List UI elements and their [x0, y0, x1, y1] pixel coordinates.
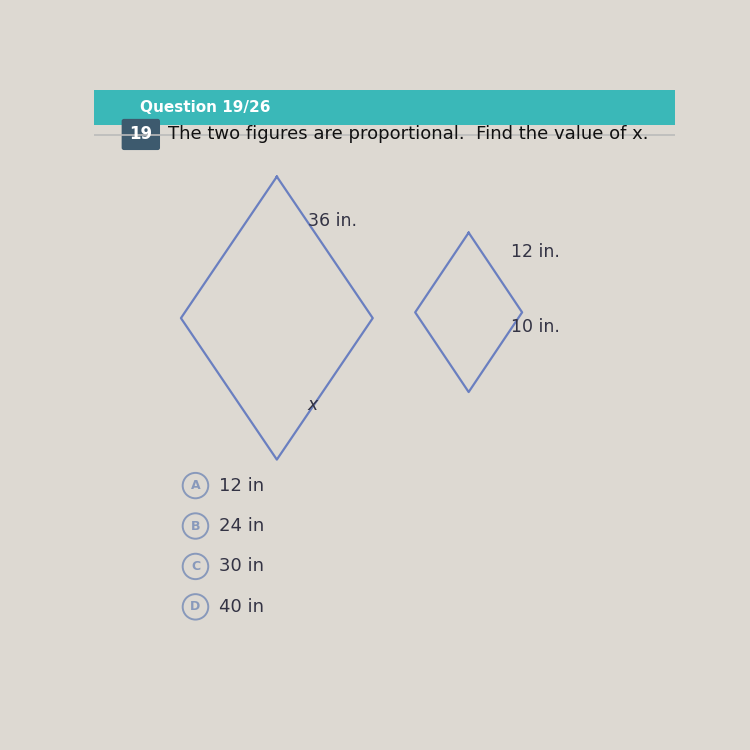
- Text: 12 in.: 12 in.: [511, 243, 560, 261]
- Text: The two figures are proportional.  Find the value of x.: The two figures are proportional. Find t…: [168, 125, 649, 143]
- Text: 10 in.: 10 in.: [511, 318, 560, 336]
- Text: 24 in: 24 in: [219, 517, 264, 535]
- Text: B: B: [190, 520, 200, 532]
- Text: Question 19/26: Question 19/26: [140, 100, 271, 115]
- Text: D: D: [190, 600, 200, 613]
- FancyBboxPatch shape: [122, 118, 160, 150]
- FancyBboxPatch shape: [94, 90, 675, 124]
- Text: C: C: [191, 560, 200, 573]
- Text: 30 in: 30 in: [219, 557, 264, 575]
- Text: 36 in.: 36 in.: [308, 212, 357, 230]
- Text: x: x: [308, 396, 318, 414]
- Text: A: A: [190, 479, 200, 492]
- Text: 12 in: 12 in: [219, 476, 264, 494]
- Text: 40 in: 40 in: [219, 598, 264, 616]
- Text: 19: 19: [129, 125, 152, 143]
